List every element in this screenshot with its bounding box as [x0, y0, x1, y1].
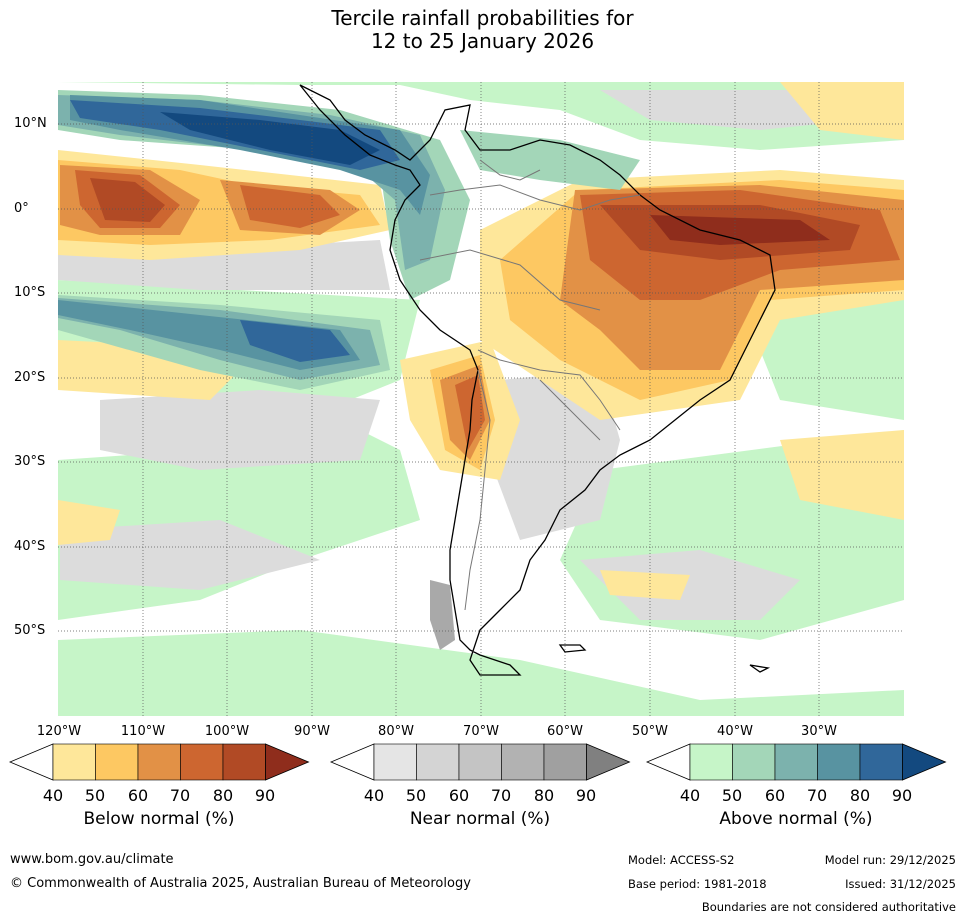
below-normal-region [780, 82, 904, 140]
colorbar-tick: 50 [84, 786, 106, 805]
issued-date: Issued: 31/12/2025 [845, 877, 956, 891]
colorbar-tick: 90 [575, 786, 597, 805]
below-normal-region [780, 430, 904, 520]
colorbar-segment [222, 743, 266, 781]
longitude-label: 80°W [378, 724, 414, 739]
colorbar-title-above-normal: Above normal (%) [719, 809, 873, 829]
website-link[interactable]: www.bom.gov.au/climate [10, 852, 174, 867]
colorbar-tick: 90 [891, 786, 913, 805]
colorbar-segment [52, 743, 96, 781]
colorbar-segment [137, 743, 181, 781]
latitude-label: 10°N [14, 116, 47, 131]
colorbar-segment [774, 743, 818, 781]
colorbar-segment [416, 743, 460, 781]
latitude-label: 20°S [14, 370, 46, 385]
below-normal-region [650, 215, 830, 245]
colorbar-tick: 60 [448, 786, 470, 805]
near-normal-region [490, 370, 620, 540]
model-name: Model: ACCESS-S2 [628, 853, 735, 867]
colorbar-tick: 50 [405, 786, 427, 805]
near-normal-region [60, 520, 320, 590]
colorbar-near-normal [329, 743, 631, 781]
model-run-date: Model run: 29/12/2025 [824, 853, 956, 867]
colorbar-tick: 50 [721, 786, 743, 805]
below-normal-region [58, 500, 120, 545]
colorbar-segment [95, 743, 139, 781]
below-normal-region [455, 375, 485, 450]
longitude-label: 30°W [801, 724, 837, 739]
base-period: Base period: 1981-2018 [628, 877, 767, 891]
above-normal-region [160, 112, 380, 165]
above-normal-region [740, 290, 904, 420]
colorbar-tick: 80 [212, 786, 234, 805]
colorbar-tick: 80 [849, 786, 871, 805]
colorbar-segment [543, 743, 587, 781]
copyright-text: © Commonwealth of Australia 2025, Austra… [10, 876, 471, 891]
coastline [299, 84, 776, 676]
colorbar-segment [373, 743, 417, 781]
colorbar-tick: 70 [490, 786, 512, 805]
near-normal-region [100, 390, 380, 470]
colorbar-segment [180, 743, 224, 781]
longitude-label: 60°W [547, 724, 583, 739]
colorbar-extend-high [265, 743, 310, 781]
longitude-label: 40°W [717, 724, 753, 739]
colorbar-extend-low [329, 743, 375, 781]
colorbar-below-normal [8, 743, 310, 781]
longitude-label: 120°W [36, 724, 82, 739]
colorbar-title-below-normal: Below normal (%) [83, 809, 235, 829]
colorbar-tick: 70 [806, 786, 828, 805]
colorbar-tick: 60 [764, 786, 786, 805]
colorbar-segment [859, 743, 903, 781]
map-title-line2: 12 to 25 January 2026 [370, 29, 595, 53]
latitude-label: 10°S [14, 285, 46, 300]
latitude-label: 30°S [14, 454, 46, 469]
longitude-label: 110°W [120, 724, 166, 739]
longitude-label: 70°W [463, 724, 499, 739]
probability-field [58, 82, 904, 716]
latitude-label: 0° [14, 201, 29, 216]
colorbar-segment [817, 743, 861, 781]
colorbar-tick: 40 [679, 786, 701, 805]
colorbar-segment [732, 743, 776, 781]
colorbar-title-near-normal: Near normal (%) [409, 809, 551, 829]
colorbar-extend-high [902, 743, 947, 781]
colorbar-tick: 40 [363, 786, 385, 805]
colorbar-tick: 60 [127, 786, 149, 805]
colorbar-tick: 90 [254, 786, 276, 805]
longitude-label: 100°W [204, 724, 250, 739]
colorbar-tick: 70 [169, 786, 191, 805]
above-normal-region [460, 130, 640, 190]
latitude-label: 50°S [14, 623, 46, 638]
country-borders [419, 159, 641, 611]
colorbar-segment [501, 743, 545, 781]
below-normal-region [240, 185, 340, 228]
below-normal-region [600, 570, 690, 600]
colorbar-extend-low [645, 743, 691, 781]
boundary-disclaimer: Boundaries are not considered authoritat… [701, 900, 956, 914]
above-normal-region [240, 320, 350, 362]
longitude-label: 50°W [632, 724, 668, 739]
latitude-label: 40°S [14, 539, 46, 554]
near-normal-region [580, 550, 800, 620]
colorbar-tick: 80 [533, 786, 555, 805]
colorbar-segment [689, 743, 733, 781]
colorbar-above-normal [645, 743, 947, 781]
colorbar-segment [458, 743, 502, 781]
below-normal-region [90, 178, 165, 222]
colorbar-tick: 40 [42, 786, 64, 805]
colorbar-extend-high [586, 743, 631, 781]
map-title-line1: Tercile rainfall probabilities for [331, 6, 634, 30]
near-normal-region [430, 580, 455, 650]
colorbar-extend-low [8, 743, 54, 781]
longitude-label: 90°W [294, 724, 330, 739]
legend-colorbars [8, 743, 947, 781]
